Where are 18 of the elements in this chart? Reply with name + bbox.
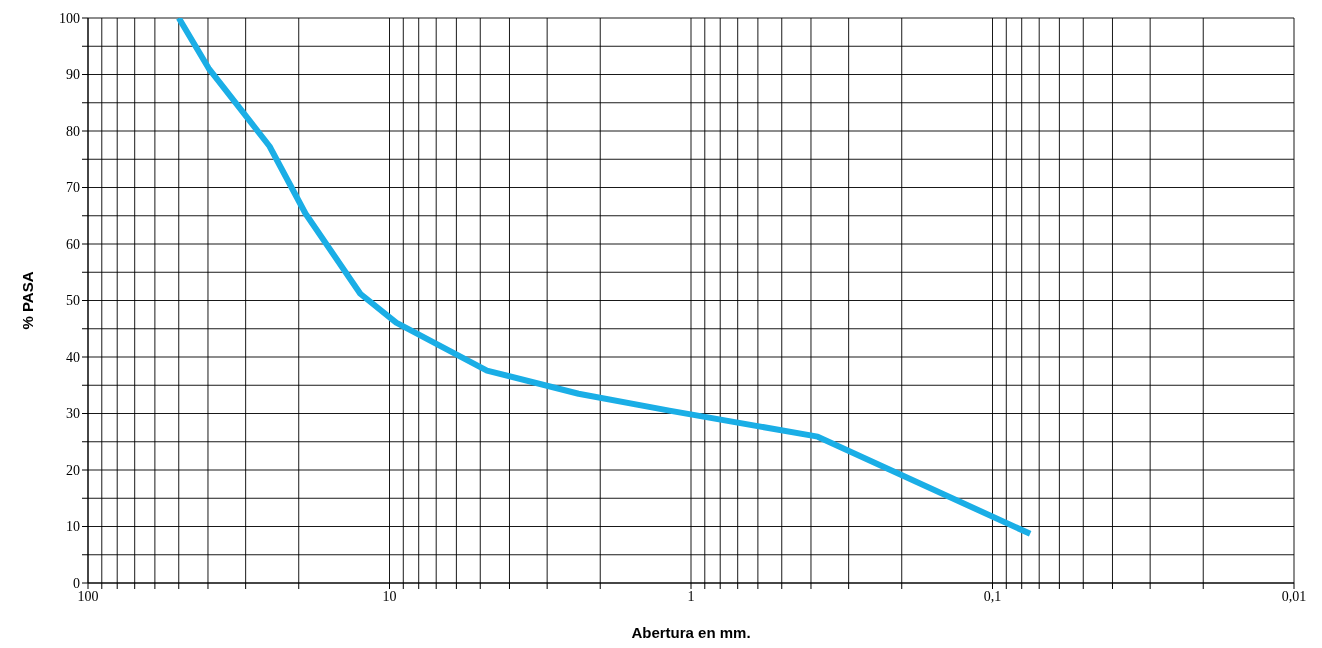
y-tick-label: 50 — [66, 293, 80, 309]
y-tick-label: 30 — [66, 406, 80, 422]
y-tick-label: 70 — [66, 180, 80, 196]
y-tick-label: 0 — [73, 575, 80, 591]
x-tick-label: 0,01 — [1281, 588, 1307, 604]
x-tick-label: 0,1 — [983, 588, 1002, 604]
y-axis-title: % PASA — [19, 271, 37, 330]
y-tick-label: 40 — [66, 349, 80, 365]
x-tick-label: 10 — [382, 588, 397, 604]
x-tick-label: 100 — [77, 588, 99, 604]
y-tick-label: 20 — [66, 462, 80, 478]
y-tick-label: 60 — [66, 236, 80, 252]
y-tick-label: 90 — [66, 67, 80, 83]
y-tick-label: 10 — [66, 519, 80, 535]
x-axis-title: Abertura en mm. — [631, 624, 751, 641]
x-tick-label: 1 — [687, 588, 695, 604]
y-tick-label: 80 — [66, 123, 80, 139]
y-tick-label: 100 — [59, 10, 80, 26]
